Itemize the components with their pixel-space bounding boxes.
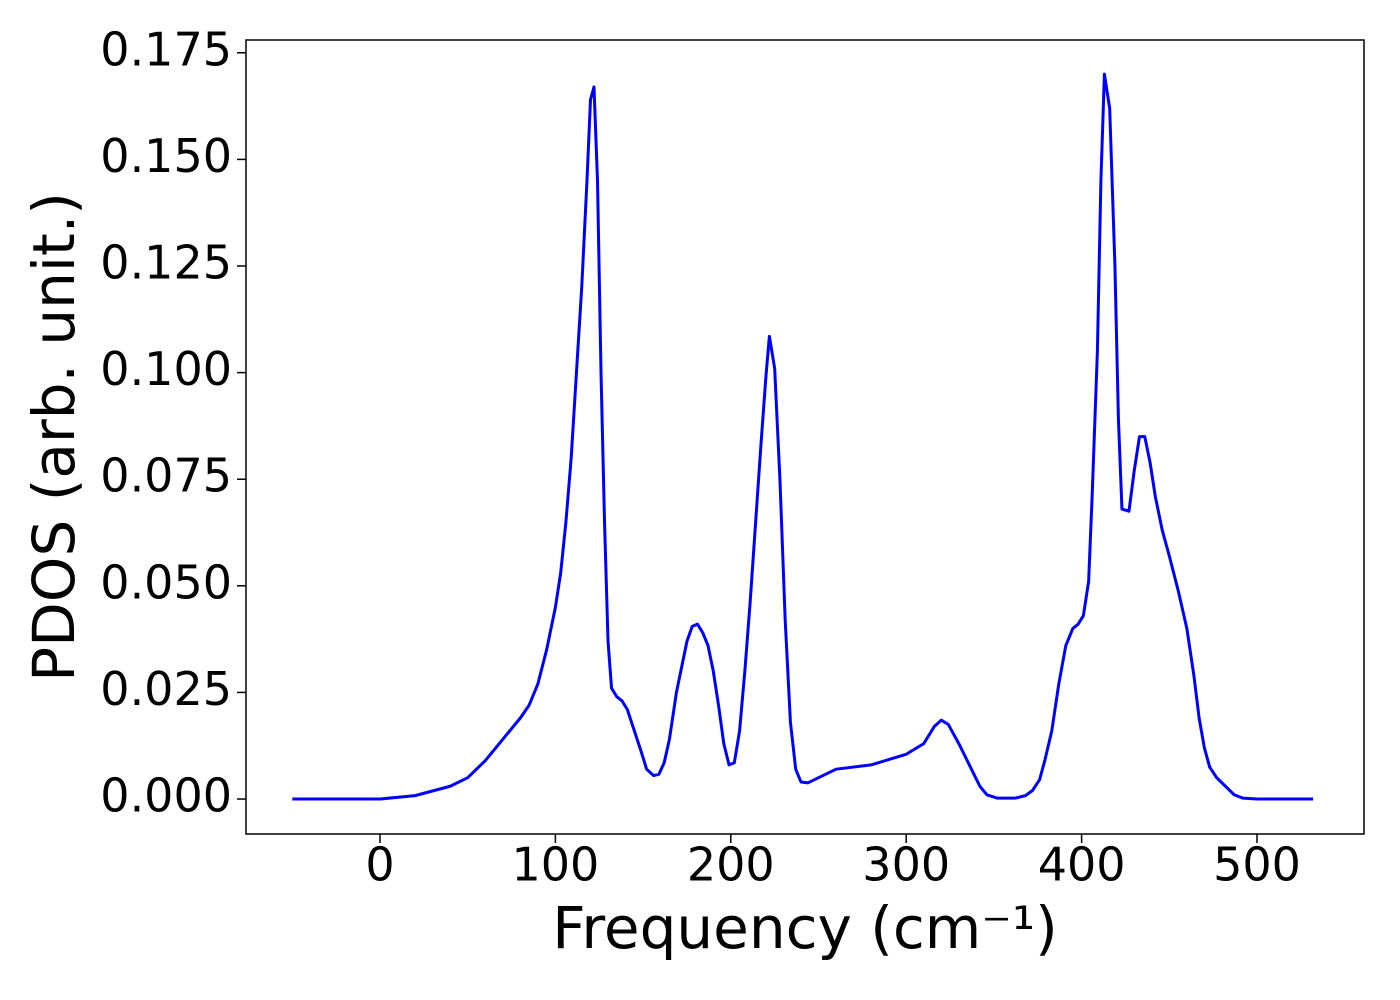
y-tick-label: 0.175	[100, 22, 232, 76]
x-axis-label: Frequency (cm⁻¹)	[552, 894, 1058, 962]
x-tick-label: 300	[862, 838, 950, 892]
y-axis-label: PDOS (arb. unit.)	[20, 192, 88, 682]
x-tick-label: 400	[1038, 838, 1126, 892]
x-tick-label: 0	[365, 838, 394, 892]
y-tick-label: 0.050	[100, 555, 232, 609]
y-tick-label: 0.075	[100, 449, 232, 503]
y-tick-label: 0.125	[100, 236, 232, 290]
data-line	[292, 72, 1314, 801]
y-tick-label: 0.025	[100, 662, 232, 716]
y-tick-label: 0.100	[100, 342, 232, 396]
x-tick-label: 200	[687, 838, 775, 892]
y-tick-label: 0.000	[100, 769, 232, 823]
y-tick-label: 0.150	[100, 129, 232, 183]
x-tick-label: 500	[1213, 838, 1301, 892]
x-tick-label: 100	[511, 838, 599, 892]
plot-frame	[245, 39, 1365, 835]
